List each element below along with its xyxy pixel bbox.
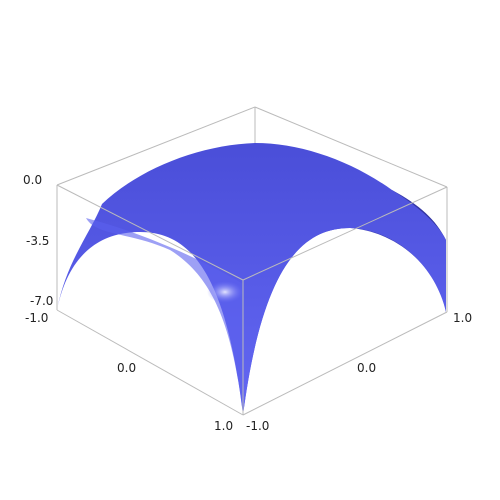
x-tick-label: 1.0 xyxy=(214,419,233,433)
x-tick-label: 0.0 xyxy=(117,361,136,375)
frame-edge xyxy=(242,186,448,281)
frame-edge xyxy=(56,106,256,186)
surface-highlight xyxy=(207,281,243,303)
surface-front-ridge xyxy=(86,218,243,415)
z-tick-label: -3.5 xyxy=(26,234,49,248)
frame-edge xyxy=(242,311,448,416)
z-tick-label: -7.0 xyxy=(30,294,53,308)
surface xyxy=(57,143,446,415)
y-tick-label: 0.0 xyxy=(357,361,376,375)
frame-edge xyxy=(56,309,244,416)
frame-edge xyxy=(56,184,244,281)
frame-front xyxy=(56,184,448,416)
z-tick-label: 0.0 xyxy=(23,173,42,187)
x-tick-label: -1.0 xyxy=(25,311,48,325)
frame-edge xyxy=(254,106,448,188)
surface-dome xyxy=(57,143,446,415)
y-tick-label: 1.0 xyxy=(453,311,472,325)
y-tick-label: -1.0 xyxy=(246,419,269,433)
